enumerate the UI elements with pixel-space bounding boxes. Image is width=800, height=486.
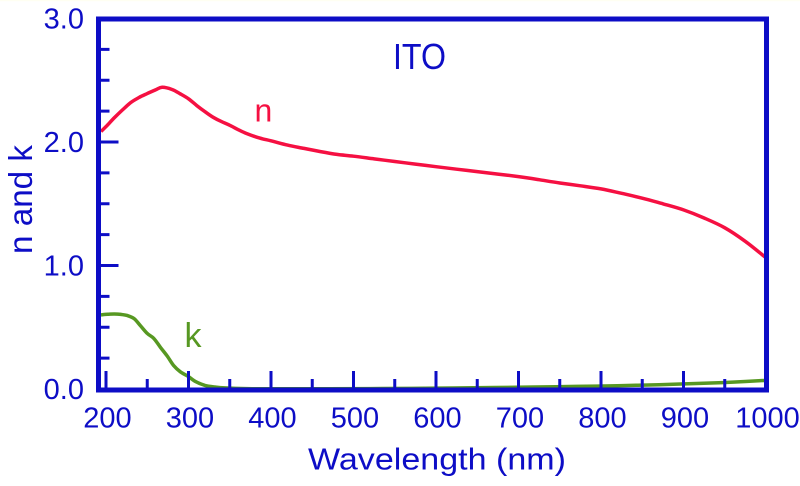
svg-text:3.0: 3.0 <box>44 4 84 36</box>
svg-text:2.0: 2.0 <box>44 127 84 159</box>
svg-text:500: 500 <box>331 403 379 435</box>
svg-text:200: 200 <box>83 403 131 435</box>
svg-text:1.0: 1.0 <box>44 251 84 283</box>
svg-text:700: 700 <box>496 403 544 435</box>
svg-text:1000: 1000 <box>735 403 800 435</box>
svg-text:400: 400 <box>248 403 296 435</box>
svg-text:900: 900 <box>661 403 709 435</box>
svg-text:800: 800 <box>578 403 626 435</box>
svg-text:0.0: 0.0 <box>44 374 84 406</box>
svg-text:ITO: ITO <box>393 36 446 77</box>
svg-text:600: 600 <box>413 403 461 435</box>
svg-text:300: 300 <box>166 403 214 435</box>
svg-text:k: k <box>185 317 203 355</box>
svg-text:Wavelength (nm): Wavelength (nm) <box>308 442 566 477</box>
svg-text:n and k: n and k <box>2 144 39 254</box>
svg-text:n: n <box>255 92 273 128</box>
